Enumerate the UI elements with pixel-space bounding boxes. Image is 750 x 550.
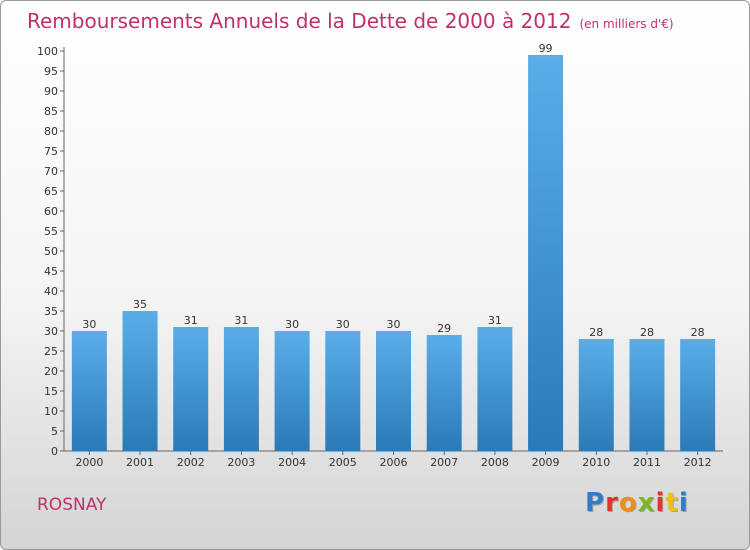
y-tick-label: 5 (51, 425, 58, 438)
y-tick-label: 100 (37, 45, 58, 58)
bar (426, 335, 462, 451)
y-tick-label: 95 (44, 65, 58, 78)
x-tick-label: 2009 (532, 456, 560, 469)
bar-value-label: 30 (82, 318, 96, 331)
x-tick-label: 2012 (684, 456, 712, 469)
bars (71, 55, 716, 451)
y-tick-labels: 0 5 10 15 20 25 30 35 40 45 50 55 60 65 70 75 80 85 90 95 10… (37, 45, 64, 458)
bar (274, 331, 310, 451)
y-tick-label: 90 (44, 85, 58, 98)
y-tick-label: 50 (44, 245, 58, 258)
bar-value-label: 99 (539, 42, 553, 55)
y-tick-label: 15 (44, 385, 58, 398)
bar-value-label: 30 (387, 318, 401, 331)
x-tick-label: 2003 (227, 456, 255, 469)
commune-name: ROSNAY (37, 495, 107, 515)
logo-letter: x (637, 488, 656, 518)
x-tick-label: 2010 (582, 456, 610, 469)
proxiti-logo: Proxiti (585, 488, 689, 524)
bar (173, 327, 209, 451)
y-tick-label: 35 (44, 305, 58, 318)
x-tick-label: 2011 (633, 456, 661, 469)
y-tick-label: 0 (51, 445, 58, 458)
bar (122, 311, 158, 451)
x-tick-labels: 2000 2001 2002 2003 2004 2005 2006 2007 2008 2009… (75, 451, 712, 469)
y-tick-label: 75 (44, 145, 58, 158)
bar (325, 331, 361, 451)
y-tick-label: 65 (44, 185, 58, 198)
x-tick-label: 2000 (75, 456, 103, 469)
x-tick-label: 2008 (481, 456, 509, 469)
logo-letter: i (678, 488, 689, 518)
x-tick-label: 2002 (177, 456, 205, 469)
bar-value-label: 30 (336, 318, 350, 331)
y-tick-label: 70 (44, 165, 58, 178)
logo-letter: o (618, 488, 638, 518)
bar-value-label: 28 (691, 326, 705, 339)
y-tick-label: 85 (44, 105, 58, 118)
bar-value-label: 31 (488, 314, 502, 327)
y-tick-label: 40 (44, 285, 58, 298)
x-tick-label: 2006 (380, 456, 408, 469)
y-tick-label: 20 (44, 365, 58, 378)
logo-letter: P (585, 488, 606, 518)
bar (223, 327, 259, 451)
y-tick-label: 55 (44, 225, 58, 238)
bar-value-label: 31 (184, 314, 198, 327)
logo-letter: t (665, 488, 679, 518)
y-tick-label: 80 (44, 125, 58, 138)
bar (376, 331, 411, 451)
bar-value-label: 28 (640, 326, 654, 339)
bar (680, 339, 716, 451)
data-labels: 30 35 31 31 30 30 30 29 31 99 28 28 28 (82, 42, 704, 339)
chart-title-text: Remboursements Annuels de la Dette de 20… (27, 9, 572, 33)
x-tick-label: 2004 (278, 456, 306, 469)
bar (578, 339, 614, 451)
x-tick-label: 2001 (126, 456, 154, 469)
bar-value-label: 35 (133, 298, 147, 311)
y-tick-label: 30 (44, 325, 58, 338)
chart-title: Remboursements Annuels de la Dette de 20… (27, 9, 674, 33)
bar-value-label: 29 (437, 322, 451, 335)
x-tick-label: 2007 (430, 456, 458, 469)
x-tick-label: 2005 (329, 456, 357, 469)
bar (477, 327, 513, 451)
y-tick-label: 10 (44, 405, 58, 418)
bar-value-label: 30 (285, 318, 299, 331)
y-tick-label: 60 (44, 205, 58, 218)
bar-value-label: 31 (234, 314, 248, 327)
bar (629, 339, 665, 451)
bar-value-label: 28 (589, 326, 603, 339)
logo-letter: i (655, 488, 666, 518)
y-tick-label: 45 (44, 265, 58, 278)
logo-letter: r (605, 488, 619, 518)
y-tick-label: 25 (44, 345, 58, 358)
bar (528, 55, 564, 451)
chart-subtitle: (en milliers d'€) (579, 17, 674, 31)
bar (71, 331, 107, 451)
